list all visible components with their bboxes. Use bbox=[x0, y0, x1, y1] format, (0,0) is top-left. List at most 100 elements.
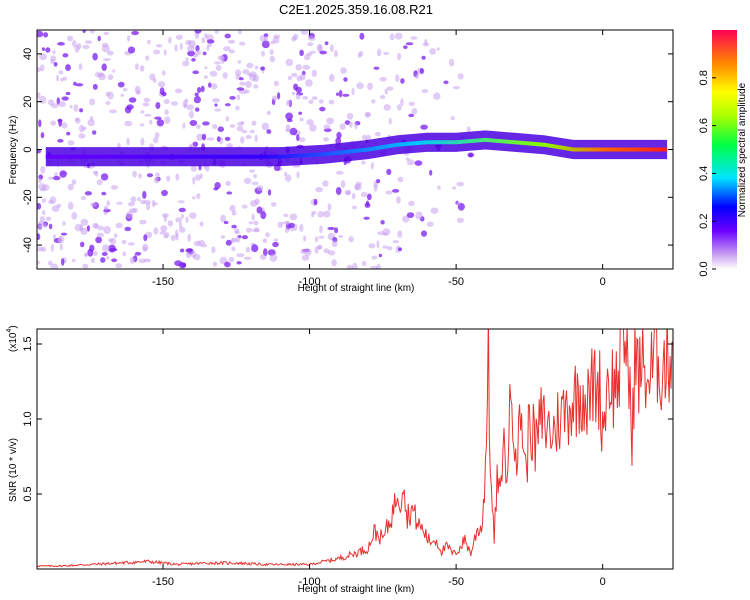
spectrogram-cell bbox=[379, 94, 386, 100]
spectrogram-cell bbox=[408, 113, 415, 118]
spectrogram-cell bbox=[236, 126, 244, 132]
spectrogram-cell bbox=[335, 137, 342, 145]
spectrogram-cell bbox=[356, 82, 364, 90]
spectrogram-cell bbox=[346, 112, 354, 120]
spectrogram-cell bbox=[161, 189, 168, 197]
spectrogram-cell bbox=[139, 219, 147, 225]
spectrogram-cell bbox=[420, 124, 428, 130]
spectrogram-cell bbox=[437, 185, 441, 190]
spectrogram-cell bbox=[145, 55, 150, 61]
spectrogram-cell bbox=[397, 230, 403, 238]
spectrogram-cell bbox=[340, 180, 346, 189]
spectrogram-cell bbox=[397, 52, 402, 61]
spectrogram-cell bbox=[284, 174, 292, 182]
spectrogram-cell bbox=[100, 173, 109, 181]
spectrogram-cell bbox=[301, 254, 310, 261]
spectrogram-cell bbox=[41, 47, 46, 51]
spectrogram-cell bbox=[366, 193, 372, 201]
spectrogram-cell bbox=[249, 200, 258, 207]
spectrogram-cell bbox=[457, 73, 464, 80]
spectrogram-cell bbox=[155, 44, 163, 48]
spectrogram-cell bbox=[124, 120, 133, 127]
spectrogram-cell bbox=[202, 51, 207, 56]
spectrogram-cell bbox=[376, 48, 382, 57]
spectrogram-cell bbox=[273, 80, 279, 87]
spectrogram-cell bbox=[383, 104, 391, 111]
spectrogram-cell bbox=[273, 238, 279, 242]
spectrogram-cell bbox=[37, 67, 42, 73]
spectrogram-cell bbox=[254, 65, 259, 70]
spectrogram-cell bbox=[142, 246, 148, 252]
spectrogram-cell bbox=[288, 222, 295, 228]
spectrogram-cell bbox=[405, 42, 414, 46]
spectrogram-cell bbox=[73, 104, 79, 112]
spectrogram-cell bbox=[93, 251, 98, 256]
spectrogram-cell bbox=[285, 128, 291, 133]
spectrogram-cell bbox=[208, 82, 212, 88]
spectrogram-cell bbox=[153, 49, 161, 55]
spectrogram-cell bbox=[421, 89, 429, 94]
spectrogram-cell bbox=[189, 212, 197, 219]
spectrogram-cell bbox=[65, 91, 71, 96]
spectrogram-cell bbox=[38, 119, 42, 128]
spectrogram-cell bbox=[37, 246, 44, 252]
spectrogram-cell bbox=[109, 109, 117, 114]
spectrogram-ticks: -150 -100 -50 0 -40 -20 0 20 40 bbox=[22, 30, 673, 288]
spectrogram-cell bbox=[179, 42, 183, 51]
spectrogram-cell bbox=[212, 261, 218, 267]
spectrogram-cell bbox=[65, 64, 71, 71]
spectrogram-cell bbox=[87, 119, 95, 127]
spectrogram-cell bbox=[308, 36, 316, 41]
spectrogram-cell bbox=[263, 36, 269, 42]
spectrogram-xlabel: Height of straight line (km) bbox=[298, 283, 415, 294]
spectrogram-cell bbox=[106, 256, 110, 260]
spectrogram-cell bbox=[182, 60, 190, 67]
spectrogram-cell bbox=[245, 80, 252, 88]
spectrogram-cell bbox=[61, 96, 69, 101]
spectrogram-cell bbox=[134, 251, 142, 256]
spectrogram-cell bbox=[204, 33, 208, 38]
spectrogram-cell bbox=[62, 53, 69, 58]
spectrogram-cell bbox=[149, 119, 153, 125]
spectrogram-ridge bbox=[45, 130, 668, 167]
spectrogram-cell bbox=[196, 193, 201, 199]
spectrogram-cell bbox=[214, 103, 218, 107]
spectrogram-cell bbox=[261, 50, 265, 57]
spectrogram-cell bbox=[40, 166, 46, 174]
spectrogram-cell bbox=[127, 35, 131, 42]
spectrogram-cell bbox=[54, 172, 58, 178]
spectrogram-cell bbox=[269, 253, 278, 262]
spectrogram-cell bbox=[192, 54, 199, 58]
spectrogram-cell bbox=[89, 30, 95, 34]
spectrogram-cell bbox=[314, 236, 319, 243]
snr-series-line bbox=[37, 329, 673, 568]
spectrogram-cell bbox=[107, 91, 114, 100]
spectrogram-cell bbox=[388, 117, 392, 125]
spectrogram-cell bbox=[117, 142, 121, 149]
spectrogram-cell bbox=[170, 234, 176, 241]
spectrogram-cell bbox=[143, 97, 151, 103]
spectrogram-cell bbox=[318, 99, 324, 104]
spectrogram-cell bbox=[94, 72, 102, 78]
spectrogram-cell bbox=[291, 91, 296, 96]
spectrogram-cell bbox=[406, 212, 415, 219]
spectrogram-cell bbox=[260, 211, 267, 220]
spectrogram-cell bbox=[175, 173, 180, 181]
spectrogram-cell bbox=[400, 78, 405, 84]
spectrogram-cell bbox=[299, 49, 304, 56]
spectrogram-cell bbox=[196, 87, 202, 93]
spectrogram-cell bbox=[262, 238, 267, 244]
spectrogram-cell bbox=[216, 136, 221, 143]
spectrogram-cell bbox=[253, 84, 259, 89]
spectrogram-cell bbox=[39, 188, 47, 192]
spectrogram-cell bbox=[192, 141, 199, 147]
spectrogram-cell bbox=[214, 30, 219, 34]
spectrogram-cell bbox=[283, 213, 289, 218]
spectrogram-cell bbox=[282, 221, 290, 225]
spectrogram-cell bbox=[120, 93, 125, 97]
spectrogram-cell bbox=[170, 101, 179, 106]
colorbar-tick-label: 0.8 bbox=[698, 70, 710, 85]
spectrogram-cell bbox=[50, 263, 59, 269]
spectrogram-cell bbox=[373, 66, 380, 70]
